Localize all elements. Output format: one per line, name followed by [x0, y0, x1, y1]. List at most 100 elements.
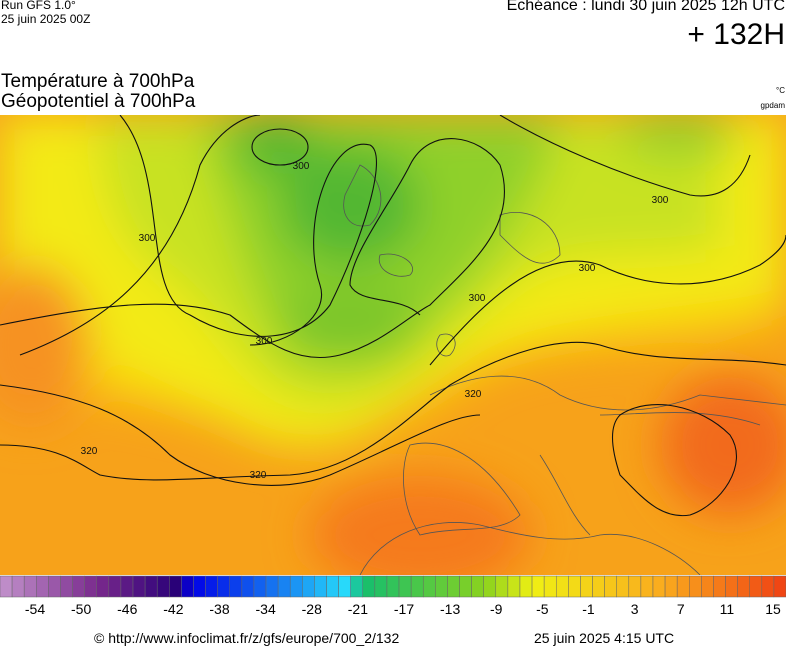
- title-geo: Géopotentiel à 700hPa: [1, 91, 196, 112]
- colorbar-swatch: [36, 575, 49, 598]
- map: 300 300 300 300 300 300 320 320 320: [0, 115, 786, 575]
- colorbar-swatch: [664, 575, 678, 598]
- colorbar-swatch: [580, 575, 593, 598]
- colorbar-swatch: [386, 575, 400, 598]
- colorbar-swatch: [519, 575, 533, 598]
- colorbar-swatch: [84, 575, 97, 598]
- colorbar-swatch: [471, 575, 484, 598]
- colorbar-label: -38: [209, 601, 229, 617]
- contour-label: 300: [579, 263, 596, 274]
- colorbar-label: -1: [582, 601, 595, 617]
- colorbar-swatch: [701, 575, 714, 598]
- colorbar-label: 3: [631, 601, 639, 617]
- colorbar-swatch: [555, 575, 569, 598]
- colorbar-swatch: [410, 575, 424, 598]
- colorbar-swatch: [374, 575, 388, 598]
- colorbar-label: -50: [71, 601, 91, 617]
- colorbar-label: -5: [536, 601, 549, 617]
- colorbar-swatch: [435, 575, 448, 598]
- colorbar-swatch: [144, 575, 158, 598]
- coastlines: [343, 164, 786, 575]
- colorbar-swatch: [773, 575, 786, 598]
- colorbar-swatch: [229, 575, 243, 598]
- colorbar-label: 11: [720, 601, 735, 617]
- colorbar-swatch: [749, 575, 763, 598]
- colorbar-swatch: [495, 575, 509, 598]
- run: Run GFS 1.0°: [1, 0, 76, 12]
- colorbar-swatch: [350, 575, 364, 598]
- colorbar-swatch: [459, 575, 472, 598]
- colorbar-label: -46: [117, 601, 137, 617]
- colorbar-swatch: [652, 575, 666, 598]
- colorbar-label: -13: [440, 601, 460, 617]
- colorbar-swatch: [447, 575, 460, 598]
- colorbar-swatch: [338, 575, 351, 598]
- colorbar-label: -17: [394, 601, 414, 617]
- colorbar-swatch: [11, 575, 25, 598]
- colorbar-label: -34: [256, 601, 276, 617]
- contour-label: 320: [465, 389, 482, 400]
- colorbar-label: -21: [348, 601, 368, 617]
- colorbar-swatch: [483, 575, 497, 598]
- colorbar-label: 7: [677, 601, 685, 617]
- echeance: Echéance : lundi 30 juin 2025 12h UTC: [506, 0, 785, 14]
- colorbar-swatch: [640, 575, 654, 598]
- title-temp: Température à 700hPa: [1, 71, 195, 92]
- colorbar-swatch: [422, 575, 436, 598]
- run-date: 25 juin 2025 00Z: [1, 12, 91, 26]
- colorbar-swatch: [205, 575, 218, 598]
- colorbar-swatch: [398, 575, 412, 598]
- colorbar-label: -42: [163, 601, 183, 617]
- colorbar-swatch: [314, 575, 327, 598]
- colorbar-swatch: [289, 575, 303, 598]
- colorbar-swatch: [60, 575, 73, 598]
- colorbar-swatch: [241, 575, 255, 598]
- colorbar-swatch: [277, 575, 291, 598]
- colorbar-swatch: [326, 575, 339, 598]
- colorbar-label: -28: [302, 601, 322, 617]
- colorbar-swatch: [568, 575, 581, 598]
- colorbar-swatch: [253, 575, 267, 598]
- footer-date: 25 juin 2025 4:15 UTC: [534, 630, 675, 646]
- colorbar-label: -9: [490, 601, 503, 617]
- colorbar-swatch: [761, 575, 775, 598]
- contour-label: 300: [469, 293, 486, 304]
- contour-label: 300: [256, 336, 273, 347]
- colorbar-swatch: [628, 575, 642, 598]
- colorbar-swatch: [725, 575, 738, 598]
- temperature-field: [0, 115, 786, 575]
- contour-label: 320: [81, 446, 98, 457]
- colorbar-swatch: [676, 575, 690, 598]
- colorbar-swatch: [531, 575, 545, 598]
- colorbar-swatch: [302, 575, 315, 598]
- colorbar-swatch: [0, 575, 13, 598]
- colorbar-swatch: [543, 575, 557, 598]
- colorbar-swatch: [362, 575, 376, 598]
- colorbar-swatch: [132, 575, 146, 598]
- lead-time: + 132H: [687, 18, 785, 51]
- colorbar-swatch: [737, 575, 750, 598]
- colorbar-swatch: [507, 575, 521, 598]
- colorbar-swatch: [48, 575, 61, 598]
- colorbar-swatch: [169, 575, 182, 598]
- footer-url: © http://www.infoclimat.fr/z/gfs/europe/…: [94, 630, 400, 646]
- contour-label: 300: [652, 195, 669, 206]
- colorbar-swatch: [72, 575, 85, 598]
- colorbar-swatch: [265, 575, 279, 598]
- geopotential-contours: [0, 115, 786, 517]
- colorbar-swatch: [689, 575, 702, 598]
- colorbar-swatch: [592, 575, 605, 598]
- colorbar-swatch: [217, 575, 231, 598]
- colorbar-swatch: [120, 575, 134, 598]
- colorbar-swatch: [616, 575, 630, 598]
- colorbar-swatch: [604, 575, 617, 598]
- colorbar-swatch: [108, 575, 122, 598]
- contour-label: 320: [250, 470, 267, 481]
- colorbar-swatch: [181, 575, 194, 598]
- colorbar-label: 15: [765, 601, 781, 617]
- colorbar-label: -54: [25, 601, 45, 617]
- colorbar-swatch: [96, 575, 110, 598]
- unit-geo: gpdam: [760, 101, 785, 110]
- colorbar-swatch: [156, 575, 170, 598]
